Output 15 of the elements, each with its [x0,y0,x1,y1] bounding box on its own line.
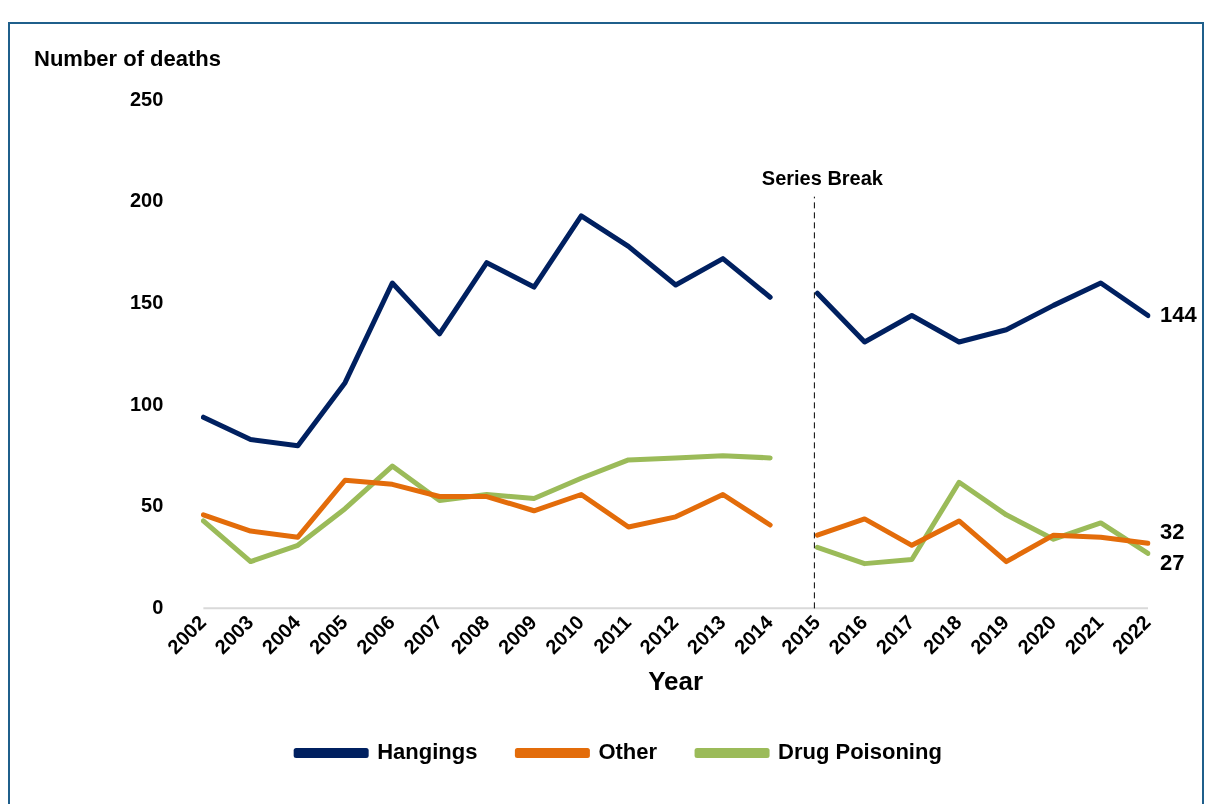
legend-label: Other [598,739,658,765]
legend-label: Hangings [377,739,478,765]
data-label: 32 [1160,519,1185,545]
y-tick-label: 0 [152,595,164,618]
legend-label: Drug Poisoning [778,739,942,765]
ref-line-label: Series Break [761,167,884,190]
y-axis-title: Number of deaths [34,46,222,72]
data-label: 144 [1160,301,1198,327]
y-tick-label: 50 [141,494,164,517]
y-tick-label: 100 [129,392,164,415]
y-tick-label: 150 [129,290,164,313]
y-tick-label: 250 [129,87,164,110]
x-axis-title: Year [648,665,704,696]
y-tick-label: 200 [129,189,164,212]
data-label: 27 [1160,549,1185,575]
